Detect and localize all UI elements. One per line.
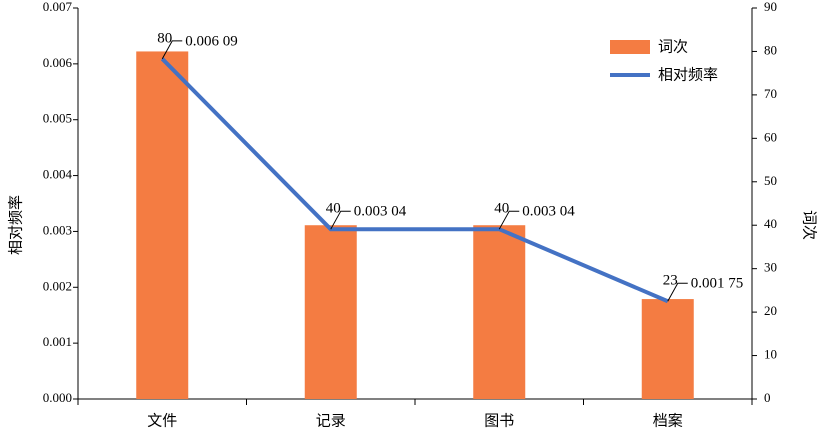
bar [641, 299, 694, 399]
bar [136, 51, 189, 399]
bar [304, 225, 357, 399]
y-axis-title: 相对频率 [7, 195, 24, 255]
line [160, 57, 669, 304]
line-value-label: 0.006 09 [185, 33, 238, 49]
legend-label: 词次 [658, 38, 688, 56]
y-tick-label: 0.005 [43, 111, 72, 126]
y2-tick-label: 90 [764, 0, 777, 14]
bar-value-label: 23 [663, 273, 678, 289]
leader-line [667, 282, 688, 302]
bar-value-label: 80 [157, 30, 172, 46]
y2-tick-label: 40 [764, 216, 777, 231]
x-tick-label: 文件 [147, 412, 177, 430]
x-tick-label: 记录 [316, 412, 346, 430]
y2-tick-label: 60 [764, 129, 777, 144]
y-tick-label: 0.004 [43, 167, 73, 182]
y2-tick-label: 10 [764, 347, 777, 362]
y2-tick-label: 80 [764, 42, 777, 57]
y-tick-label: 0.003 [43, 222, 72, 237]
y-tick-label: 0.006 [43, 55, 73, 70]
y2-tick-label: 30 [764, 260, 777, 275]
line-value-label: 0.003 04 [522, 204, 575, 220]
legend-label: 相对频率 [658, 66, 718, 84]
leader-line [161, 40, 183, 60]
x-tick-label: 档案 [653, 412, 683, 430]
y-tick-label: 0.001 [43, 334, 72, 349]
y-tick-label: 0.000 [43, 390, 72, 405]
leader-line [498, 210, 520, 230]
bar-value-label: 40 [494, 201, 509, 217]
leader-line [330, 210, 351, 230]
legend-swatch [610, 40, 650, 54]
y2-tick-label: 70 [764, 86, 777, 101]
y2-tick-label: 0 [764, 390, 771, 405]
line-value-label: 0.001 75 [691, 276, 744, 292]
y2-axis-title: 词次 [801, 210, 818, 240]
y2-tick-label: 50 [764, 173, 777, 188]
x-tick-label: 图书 [484, 412, 514, 430]
bar [473, 225, 526, 399]
y-tick-label: 0.002 [43, 278, 72, 293]
line-value-label: 0.003 04 [354, 204, 407, 220]
y-tick-label: 0.007 [43, 0, 73, 14]
y2-tick-label: 20 [764, 303, 777, 318]
bar-value-label: 40 [326, 201, 341, 217]
